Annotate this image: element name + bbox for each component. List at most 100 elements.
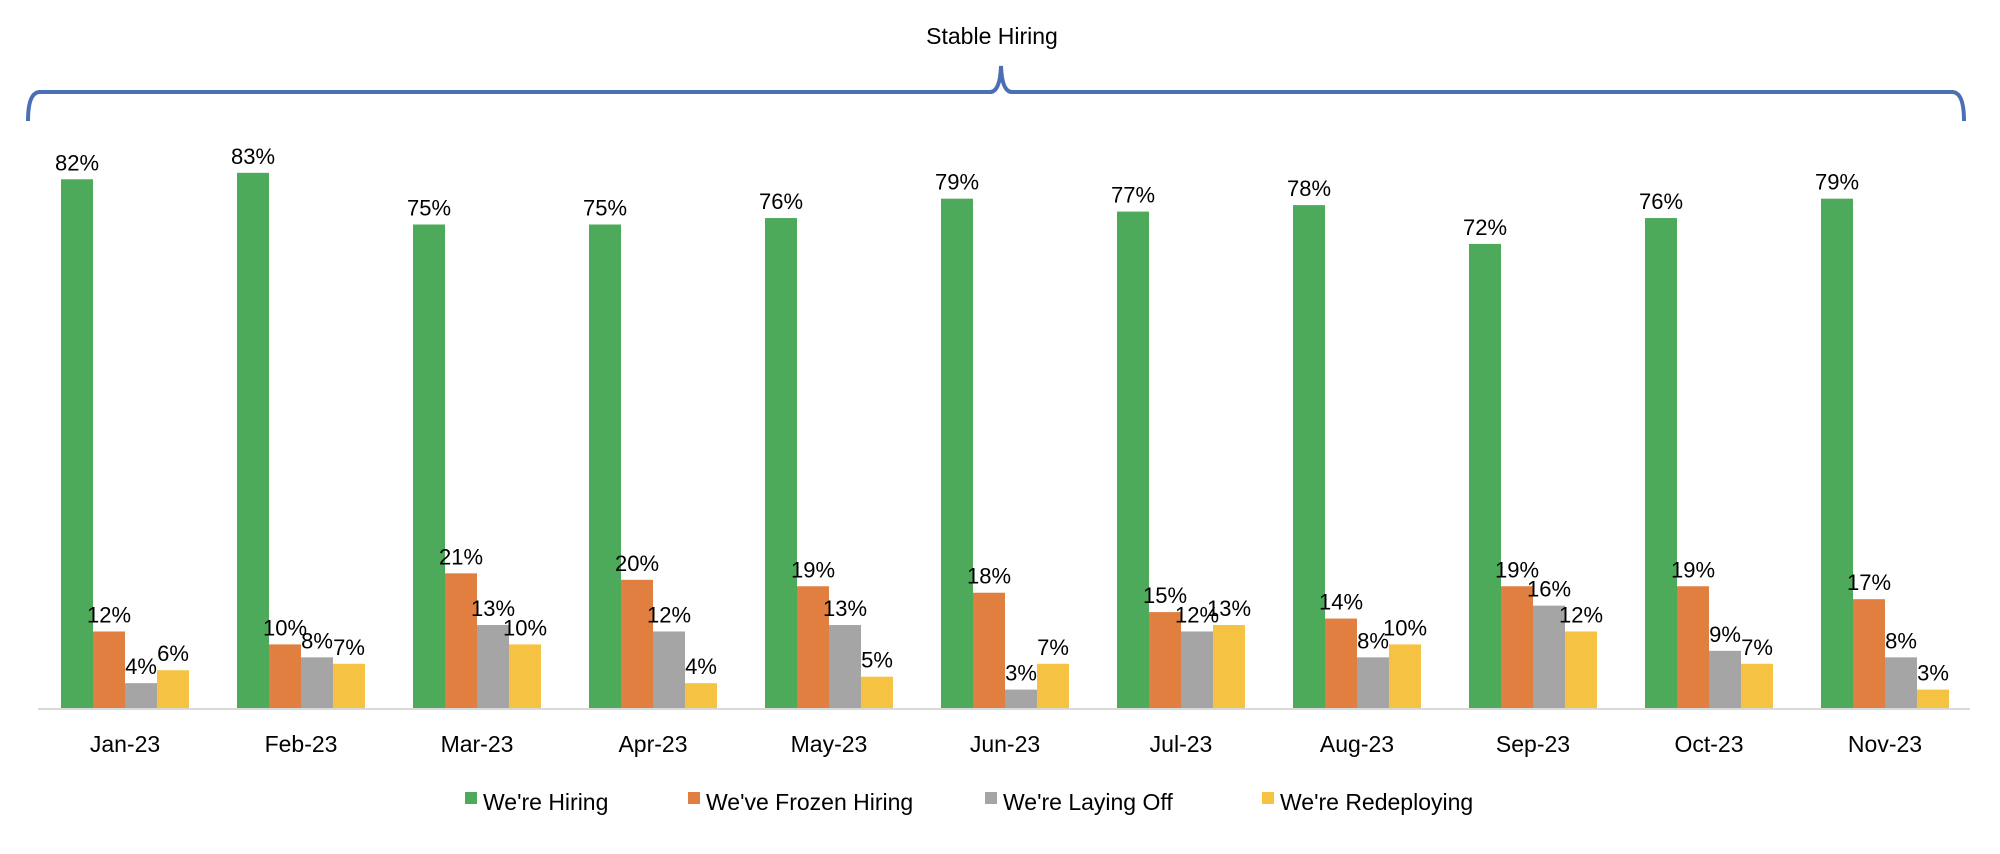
data-label: 10% bbox=[263, 615, 307, 640]
x-tick-label: Oct-23 bbox=[1674, 731, 1743, 757]
bar-we-ve-frozen-hiring-may-23 bbox=[797, 586, 829, 709]
legend-label: We're Redeploying bbox=[1280, 789, 1473, 815]
data-label: 20% bbox=[615, 551, 659, 576]
bar-we-re-hiring-jun-23 bbox=[941, 198, 973, 709]
bar-we-re-laying-off-sep-23 bbox=[1533, 605, 1565, 709]
data-label: 82% bbox=[55, 150, 99, 175]
bracket-annotation bbox=[26, 65, 1966, 122]
data-label: 3% bbox=[1917, 661, 1949, 686]
data-label: 7% bbox=[1741, 635, 1773, 660]
bar-we-re-laying-off-feb-23 bbox=[301, 657, 333, 709]
bar-we-ve-frozen-hiring-jan-23 bbox=[93, 631, 125, 709]
data-label: 19% bbox=[1495, 557, 1539, 582]
data-label: 12% bbox=[87, 602, 131, 627]
annotation-stable-hiring: Stable Hiring bbox=[926, 23, 1058, 49]
data-label: 76% bbox=[1639, 189, 1683, 214]
bar-we-ve-frozen-hiring-sep-23 bbox=[1501, 586, 1533, 709]
data-label: 4% bbox=[685, 654, 717, 679]
x-tick-label: Feb-23 bbox=[265, 731, 338, 757]
bar-we-ve-frozen-hiring-mar-23 bbox=[445, 573, 477, 709]
data-label: 75% bbox=[583, 196, 627, 221]
data-label: 18% bbox=[967, 564, 1011, 589]
bar-we-re-redeploying-may-23 bbox=[861, 676, 893, 709]
data-label: 12% bbox=[1559, 602, 1603, 627]
bar-we-ve-frozen-hiring-feb-23 bbox=[269, 644, 301, 709]
bar-we-re-hiring-jan-23 bbox=[61, 179, 93, 709]
legend-label: We're Hiring bbox=[483, 789, 608, 815]
bar-we-re-laying-off-nov-23 bbox=[1885, 657, 1917, 709]
data-label: 17% bbox=[1847, 570, 1891, 595]
x-tick-label: Aug-23 bbox=[1320, 731, 1394, 757]
legend-swatch bbox=[465, 792, 477, 804]
bar-we-re-laying-off-mar-23 bbox=[477, 625, 509, 709]
x-tick-label: Jan-23 bbox=[90, 731, 160, 757]
data-label: 4% bbox=[125, 654, 157, 679]
data-label: 6% bbox=[157, 641, 189, 666]
bar-we-re-redeploying-jan-23 bbox=[157, 670, 189, 709]
data-label: 7% bbox=[1037, 635, 1069, 660]
data-label: 77% bbox=[1111, 183, 1155, 208]
bar-we-re-laying-off-jul-23 bbox=[1181, 631, 1213, 709]
bar-we-re-hiring-oct-23 bbox=[1645, 218, 1677, 710]
bar-we-ve-frozen-hiring-apr-23 bbox=[621, 579, 653, 709]
bar-we-re-redeploying-nov-23 bbox=[1917, 689, 1949, 709]
bar-we-re-hiring-jul-23 bbox=[1117, 211, 1149, 709]
bar-we-re-hiring-sep-23 bbox=[1469, 243, 1501, 709]
data-label: 72% bbox=[1463, 215, 1507, 240]
legend-swatch bbox=[688, 792, 700, 804]
bar-we-re-redeploying-jun-23 bbox=[1037, 663, 1069, 709]
bar-we-ve-frozen-hiring-nov-23 bbox=[1853, 599, 1885, 709]
data-label: 7% bbox=[333, 635, 365, 660]
bar-we-ve-frozen-hiring-jun-23 bbox=[973, 592, 1005, 709]
data-label: 79% bbox=[935, 170, 979, 195]
data-label: 19% bbox=[1671, 557, 1715, 582]
x-tick-label: Sep-23 bbox=[1496, 731, 1570, 757]
bar-we-re-laying-off-jan-23 bbox=[125, 683, 157, 709]
bar-we-re-hiring-aug-23 bbox=[1293, 205, 1325, 709]
data-label: 8% bbox=[301, 628, 333, 653]
bar-we-re-hiring-feb-23 bbox=[237, 172, 269, 709]
x-tick-label: May-23 bbox=[791, 731, 868, 757]
data-label: 5% bbox=[861, 648, 893, 673]
bar-we-re-hiring-may-23 bbox=[765, 218, 797, 710]
legend-swatch bbox=[1262, 792, 1274, 804]
data-label: 3% bbox=[1005, 661, 1037, 686]
data-label: 12% bbox=[1175, 602, 1219, 627]
data-label: 8% bbox=[1885, 628, 1917, 653]
data-label: 10% bbox=[503, 615, 547, 640]
data-label: 14% bbox=[1319, 590, 1363, 615]
legend-label: We're Laying Off bbox=[1003, 789, 1173, 815]
bar-we-re-laying-off-apr-23 bbox=[653, 631, 685, 709]
x-tick-label: Apr-23 bbox=[618, 731, 687, 757]
bar-we-re-redeploying-sep-23 bbox=[1565, 631, 1597, 709]
bar-we-re-hiring-apr-23 bbox=[589, 224, 621, 709]
x-tick-label: Jun-23 bbox=[970, 731, 1040, 757]
legend-label: We've Frozen Hiring bbox=[706, 789, 913, 815]
bar-we-re-redeploying-oct-23 bbox=[1741, 663, 1773, 709]
data-label: 83% bbox=[231, 144, 275, 169]
legend-swatch bbox=[985, 792, 997, 804]
data-label: 76% bbox=[759, 189, 803, 214]
bar-we-re-laying-off-jun-23 bbox=[1005, 689, 1037, 709]
data-label: 13% bbox=[1207, 596, 1251, 621]
data-label: 75% bbox=[407, 196, 451, 221]
bar-we-re-laying-off-aug-23 bbox=[1357, 657, 1389, 709]
bar-we-re-hiring-mar-23 bbox=[413, 224, 445, 709]
bar-we-ve-frozen-hiring-jul-23 bbox=[1149, 612, 1181, 709]
bar-we-re-redeploying-apr-23 bbox=[685, 683, 717, 709]
data-label: 10% bbox=[1383, 615, 1427, 640]
data-label: 13% bbox=[471, 596, 515, 621]
data-label: 79% bbox=[1815, 170, 1859, 195]
bar-we-ve-frozen-hiring-aug-23 bbox=[1325, 618, 1357, 709]
data-label: 8% bbox=[1357, 628, 1389, 653]
x-tick-label: Nov-23 bbox=[1848, 731, 1922, 757]
bar-we-re-redeploying-jul-23 bbox=[1213, 625, 1245, 709]
data-label: 16% bbox=[1527, 577, 1571, 602]
bar-we-re-redeploying-feb-23 bbox=[333, 663, 365, 709]
data-label: 19% bbox=[791, 557, 835, 582]
x-tick-label: Mar-23 bbox=[441, 731, 514, 757]
bar-we-re-redeploying-aug-23 bbox=[1389, 644, 1421, 709]
data-label: 13% bbox=[823, 596, 867, 621]
data-label: 78% bbox=[1287, 176, 1331, 201]
